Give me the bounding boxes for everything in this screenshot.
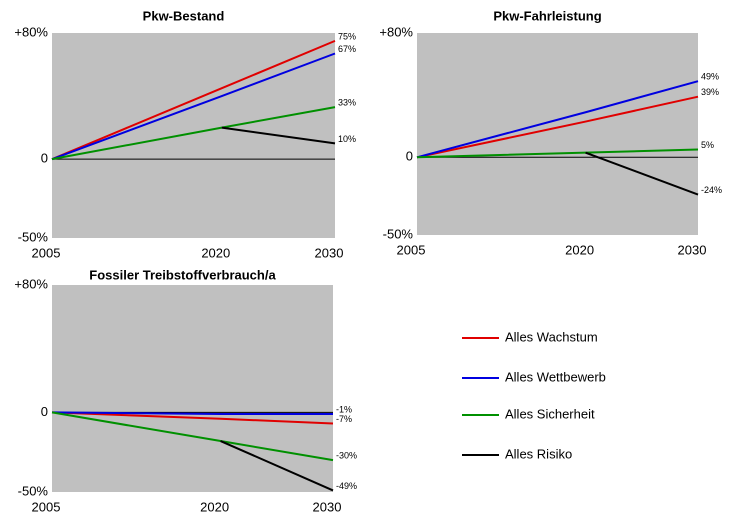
value-label: 33% <box>338 97 356 107</box>
plot-area <box>52 33 335 238</box>
chart-title: Fossiler Treibstoffverbrauch/a <box>89 267 276 282</box>
y-tick-label: 0 <box>41 151 48 166</box>
value-label: -7% <box>336 414 352 424</box>
series-line <box>220 440 334 492</box>
x-tick-label: 2030 <box>315 245 344 260</box>
x-tick-label: 2005 <box>32 245 61 260</box>
series-line <box>585 151 699 196</box>
series-line <box>416 95 699 159</box>
series-line <box>51 411 334 425</box>
chart-title: Pkw-Bestand <box>143 8 225 23</box>
value-label: -24% <box>701 185 722 195</box>
legend-label: Alles Wettbewerb <box>505 369 606 384</box>
series-line <box>221 126 336 145</box>
x-tick-label: 2020 <box>201 245 230 260</box>
value-label: 75% <box>338 31 356 41</box>
y-tick-label: 0 <box>41 404 48 419</box>
plot-area <box>52 285 333 492</box>
y-tick-label: 0 <box>406 149 413 164</box>
series-line <box>51 411 333 415</box>
value-label: -49% <box>336 481 357 491</box>
value-label: 67% <box>338 44 356 54</box>
y-tick-label: +80% <box>379 24 413 39</box>
series-line <box>416 80 699 159</box>
value-label: -1% <box>336 404 352 414</box>
legend-label: Alles Sicherheit <box>505 406 595 421</box>
x-tick-label: 2005 <box>32 499 61 514</box>
x-tick-label: 2030 <box>678 242 707 257</box>
value-label: 10% <box>338 134 356 144</box>
x-tick-label: 2030 <box>313 499 342 514</box>
y-tick-label: -50% <box>18 229 49 244</box>
y-tick-label: +80% <box>14 24 48 39</box>
value-label: 39% <box>701 87 719 97</box>
legend-label: Alles Risiko <box>505 446 572 461</box>
x-tick-label: 2005 <box>397 242 426 257</box>
y-tick-label: +80% <box>14 276 48 291</box>
value-label: 5% <box>701 140 714 150</box>
value-label: 49% <box>701 72 719 82</box>
chart-title: Pkw-Fahrleistung <box>493 8 601 23</box>
x-tick-label: 2020 <box>200 499 229 514</box>
y-tick-label: -50% <box>18 483 49 498</box>
value-label: -30% <box>336 451 357 461</box>
plot-area <box>417 33 698 235</box>
series-line <box>51 52 336 161</box>
x-tick-label: 2020 <box>565 242 594 257</box>
y-tick-label: -50% <box>383 226 414 241</box>
legend-label: Alles Wachstum <box>505 329 598 344</box>
series-line <box>51 39 336 161</box>
